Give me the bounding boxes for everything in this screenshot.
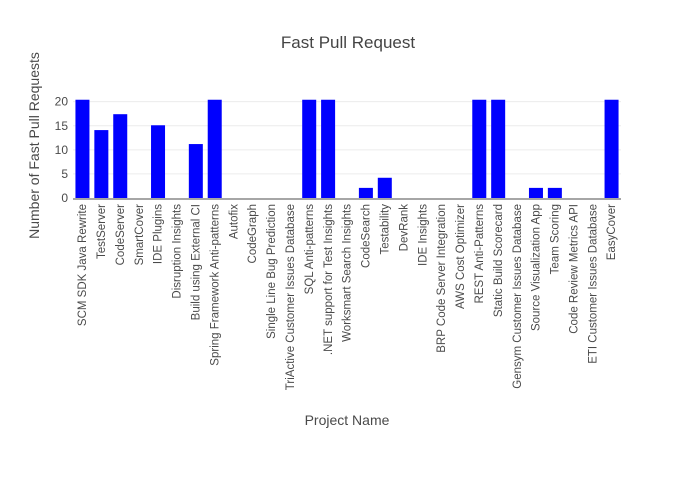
x-tick-label: TriActive Customer Issues Database — [285, 204, 297, 390]
x-tick-label: REST Anti-Patterns — [474, 204, 486, 304]
bar — [604, 99, 619, 198]
y-tick-label: 0 — [61, 191, 68, 205]
x-tick-label: CodeSearch — [361, 204, 373, 268]
x-tick-label: Source Visualization App — [531, 204, 543, 331]
x-tick-label: Code Review Metrics API — [568, 204, 580, 334]
x-tick-label: Testability — [379, 204, 391, 255]
bar — [528, 187, 543, 198]
bar — [547, 187, 562, 198]
y-tick-label: 20 — [55, 95, 69, 109]
x-tick-label: Autofix — [228, 204, 240, 239]
x-tick-label: SmartCover — [134, 204, 146, 266]
x-tick-label: TestServer — [96, 204, 108, 259]
chart-title: Fast Pull Request — [280, 33, 416, 52]
x-tick-label: Spring Framework Anti-patterns — [209, 204, 221, 366]
x-tick-label: IDE Plugins — [153, 204, 165, 264]
x-tick-label: Build using External CI — [191, 204, 203, 320]
x-tick-label: Static Build Scorecard — [493, 204, 505, 317]
x-tick-label: Single Line Bug Prediction — [266, 204, 278, 339]
x-tick-label: Gensym Customer Issues Database — [512, 204, 524, 389]
x-tick-label: EasyCover — [606, 204, 618, 260]
bar — [207, 99, 222, 198]
x-tick-label: BRP Code Server Integration — [436, 204, 448, 353]
x-tick-label: IDE Insights — [417, 204, 429, 266]
bar — [75, 99, 90, 198]
x-tick-label: Worksmart Search Insights — [342, 204, 354, 342]
bar — [377, 177, 392, 198]
x-tick-label: Team Scoring — [550, 204, 562, 274]
x-tick-label: ETI Customer Issues Database — [587, 204, 599, 364]
x-tick-label: CodeServer — [115, 204, 127, 266]
bar — [491, 99, 506, 198]
bar — [358, 187, 373, 198]
x-tick-label: AWS Cost Optimizer — [455, 204, 467, 309]
y-tick-label: 10 — [55, 143, 69, 157]
bar — [113, 114, 128, 198]
x-tick-label: Disruption Insights — [172, 204, 184, 299]
x-tick-label: DevRank — [398, 204, 410, 252]
bar — [472, 99, 487, 198]
y-tick-label: 5 — [61, 167, 68, 181]
x-tick-label: SQL Anti-patterns — [304, 204, 316, 295]
x-tick-label: .NET support for Test Insights — [323, 204, 335, 355]
bar — [151, 125, 166, 198]
y-axis-title: Number of Fast Pull Requests — [26, 52, 42, 239]
bar — [321, 99, 336, 198]
x-tick-label: CodeGraph — [247, 204, 259, 263]
x-axis-title: Project Name — [305, 412, 390, 428]
bar — [188, 144, 203, 198]
bar — [94, 130, 109, 198]
x-tick-label: SCM SDK Java Rewrite — [77, 204, 89, 326]
plot-area: 0 5 10 15 20 SCM SDK Java Rewrite TestServer Co… — [26, 52, 621, 428]
y-tick-label: 15 — [55, 119, 69, 133]
bar — [302, 99, 317, 198]
